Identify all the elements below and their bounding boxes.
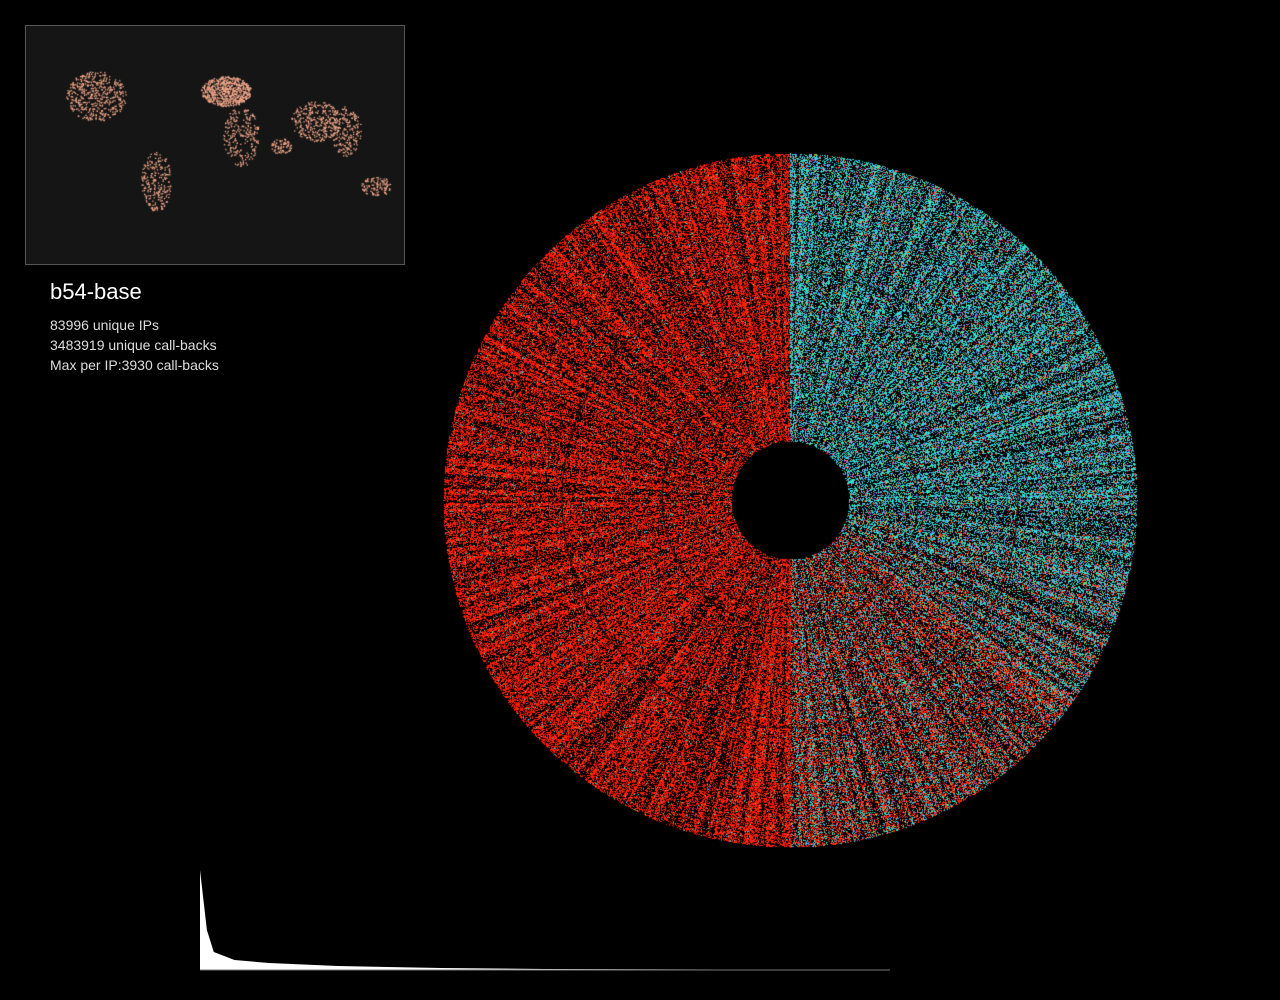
radial-callback-chart xyxy=(443,153,1138,848)
unique-callbacks-stat: 3483919 unique call-backs xyxy=(50,337,217,353)
dataset-title: b54-base xyxy=(50,279,142,304)
callback-histogram xyxy=(200,870,890,971)
unique-ips-stat: 83996 unique IPs xyxy=(50,317,159,333)
map-dots xyxy=(26,26,404,264)
world-map xyxy=(25,25,405,265)
histogram-area xyxy=(200,870,890,970)
max-per-ip-stat: Max per IP:3930 call-backs xyxy=(50,357,219,373)
